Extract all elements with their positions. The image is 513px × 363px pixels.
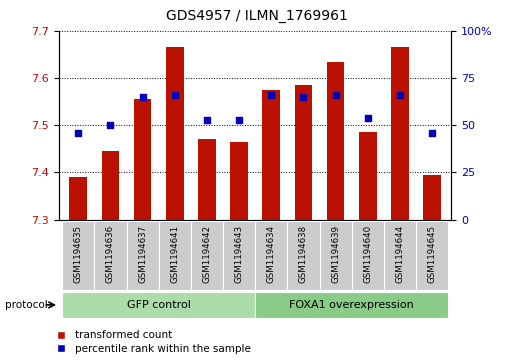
Text: GSM1194636: GSM1194636 bbox=[106, 225, 115, 283]
Legend: transformed count, percentile rank within the sample: transformed count, percentile rank withi… bbox=[46, 326, 255, 358]
Bar bbox=[263, 90, 280, 220]
Text: GSM1194634: GSM1194634 bbox=[267, 225, 276, 283]
Text: GFP control: GFP control bbox=[127, 300, 191, 310]
Point bbox=[139, 94, 147, 100]
Point bbox=[396, 92, 404, 98]
Point bbox=[74, 130, 83, 136]
Bar bbox=[391, 47, 409, 220]
Point bbox=[235, 117, 243, 122]
Text: GSM1194639: GSM1194639 bbox=[331, 225, 340, 283]
Text: GDS4957 / ILMN_1769961: GDS4957 / ILMN_1769961 bbox=[166, 9, 347, 23]
Text: FOXA1 overexpression: FOXA1 overexpression bbox=[289, 300, 414, 310]
Bar bbox=[327, 61, 345, 220]
Bar bbox=[320, 221, 352, 290]
Point bbox=[428, 130, 436, 136]
Bar bbox=[223, 221, 255, 290]
Point bbox=[331, 92, 340, 98]
Point bbox=[171, 92, 179, 98]
Text: GSM1194645: GSM1194645 bbox=[428, 225, 437, 283]
Bar bbox=[94, 221, 127, 290]
Bar bbox=[384, 221, 416, 290]
Point bbox=[203, 117, 211, 122]
Bar bbox=[159, 221, 191, 290]
Text: GSM1194638: GSM1194638 bbox=[299, 225, 308, 283]
Bar bbox=[127, 221, 159, 290]
Bar bbox=[230, 142, 248, 220]
Text: protocol: protocol bbox=[5, 300, 48, 310]
Bar bbox=[359, 132, 377, 220]
Bar bbox=[352, 221, 384, 290]
Point bbox=[106, 122, 114, 128]
Bar bbox=[102, 151, 120, 220]
Bar bbox=[255, 221, 287, 290]
Text: GSM1194640: GSM1194640 bbox=[363, 225, 372, 283]
Bar bbox=[62, 221, 94, 290]
Bar bbox=[287, 221, 320, 290]
Bar bbox=[294, 85, 312, 220]
Bar bbox=[62, 292, 255, 318]
Text: GSM1194641: GSM1194641 bbox=[170, 225, 180, 283]
Text: GSM1194637: GSM1194637 bbox=[138, 225, 147, 283]
Bar bbox=[166, 47, 184, 220]
Bar bbox=[198, 139, 216, 220]
Bar bbox=[423, 175, 441, 220]
Bar bbox=[416, 221, 448, 290]
Bar bbox=[191, 221, 223, 290]
Bar bbox=[134, 99, 151, 220]
Text: GSM1194642: GSM1194642 bbox=[203, 225, 211, 283]
Text: GSM1194643: GSM1194643 bbox=[234, 225, 244, 283]
Point bbox=[267, 92, 275, 98]
Bar bbox=[255, 292, 448, 318]
Point bbox=[364, 115, 372, 121]
Text: GSM1194635: GSM1194635 bbox=[74, 225, 83, 283]
Bar bbox=[69, 177, 87, 220]
Point bbox=[300, 94, 308, 100]
Text: GSM1194644: GSM1194644 bbox=[396, 225, 404, 283]
